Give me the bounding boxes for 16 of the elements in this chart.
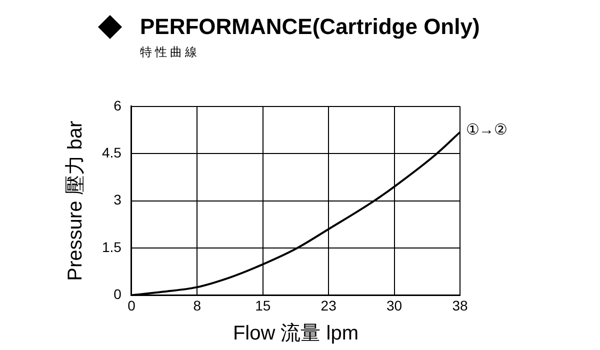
y-tick-label: 1.5	[102, 238, 122, 255]
x-tick-label: 30	[386, 297, 402, 314]
y-tick-label: 3	[114, 192, 122, 208]
y-tick-label: 4.5	[102, 144, 122, 160]
chart-title: PERFORMANCE(Cartridge Only)	[140, 14, 480, 40]
x-tick-label: 15	[255, 297, 271, 314]
y-axis-title: Pressure 壓力 bar	[64, 120, 87, 281]
x-tick-label: 8	[193, 297, 202, 314]
x-axis-title: Flow 流量 lpm	[232, 322, 359, 345]
chart-subtitle: 特性曲線	[140, 44, 200, 61]
y-tick-label: 6	[114, 97, 122, 114]
x-tick-label: 23	[320, 297, 337, 314]
x-tick-label: 0	[128, 297, 136, 314]
x-tick-label: 38	[452, 297, 468, 314]
y-tick-label: 0	[114, 286, 122, 302]
annotation: ①→②	[466, 121, 507, 138]
